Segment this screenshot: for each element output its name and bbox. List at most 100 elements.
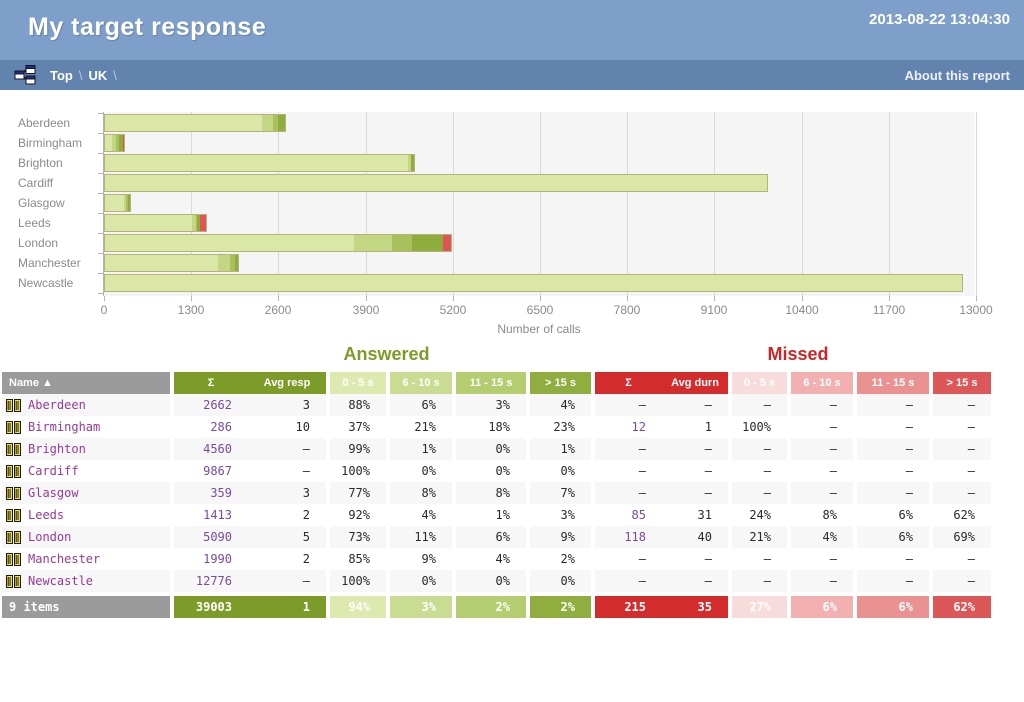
row-link-brighton[interactable]: Brighton: [28, 442, 86, 456]
chart-category-label: Aberdeen: [18, 116, 71, 130]
column-gap: [386, 526, 390, 548]
column-gap: [170, 460, 174, 482]
cell-a2: 3%: [456, 394, 526, 416]
row-link-glasgow[interactable]: Glasgow: [28, 486, 79, 500]
cell-m3: –: [933, 570, 991, 592]
column-header-a_avg: Avg resp: [248, 372, 326, 394]
cell-m0: –: [732, 438, 787, 460]
sum-link-a_sum[interactable]: 1990: [203, 552, 232, 566]
chart-gridline: [627, 112, 628, 296]
cell-a3: 0%: [530, 570, 591, 592]
y-axis-tick: [98, 173, 103, 174]
chart-gridline: [191, 112, 192, 296]
sum-link-m_sum[interactable]: 12: [631, 420, 646, 434]
row-link-newcastle[interactable]: Newcastle: [28, 574, 94, 588]
row-link-birmingham[interactable]: Birmingham: [28, 420, 101, 434]
column-gap: [591, 548, 595, 570]
cell-a_avg: 10: [248, 416, 326, 438]
column-gap: [853, 438, 857, 460]
about-report-link[interactable]: About this report: [904, 67, 1010, 83]
sum-link-a_sum[interactable]: 4560: [203, 442, 232, 456]
column-header-a3: > 15 s: [530, 372, 591, 394]
cell-a1: 4%: [390, 504, 452, 526]
column-gap: [787, 416, 791, 438]
row-link-london[interactable]: London: [28, 530, 72, 544]
cell-a_avg: 2: [248, 548, 326, 570]
sum-link-m_sum[interactable]: 85: [631, 508, 646, 522]
cell-a_avg: –: [248, 460, 326, 482]
chart-category-label: Brighton: [18, 156, 63, 170]
cell-a1: 0%: [390, 570, 452, 592]
column-gap: [787, 482, 791, 504]
row-link-leeds[interactable]: Leeds: [28, 508, 65, 522]
y-axis-tick: [98, 293, 103, 294]
sum-link-a_sum[interactable]: 12776: [195, 574, 232, 588]
cell-m_sum: –: [595, 482, 662, 504]
column-gap: [728, 460, 732, 482]
bar-segment->15s: [411, 155, 414, 171]
column-gap: [452, 482, 456, 504]
row-link-aberdeen[interactable]: Aberdeen: [28, 398, 86, 412]
row-link-cardiff[interactable]: Cardiff: [28, 464, 79, 478]
sum-link-a_sum[interactable]: 359: [210, 486, 232, 500]
cell-a0: 99%: [330, 438, 386, 460]
page-title: My target response: [28, 13, 267, 41]
row-link-manchester[interactable]: Manchester: [28, 552, 101, 566]
column-gap: [929, 416, 933, 438]
footer-item-count: 9 items: [2, 596, 170, 618]
chart-gridline: [976, 112, 977, 296]
bar-segment-6-10s: [124, 195, 126, 211]
cell-m3: –: [933, 416, 991, 438]
cell-a3: 2%: [530, 548, 591, 570]
chart-gridline: [889, 112, 890, 296]
y-axis-tick: [98, 253, 103, 254]
cell-a2: 4%: [456, 548, 526, 570]
name-cell: Aberdeen: [2, 394, 170, 416]
breadcrumb-link-uk[interactable]: UK: [88, 67, 108, 83]
column-gap: [591, 570, 595, 592]
column-header-m2: 11 - 15 s: [857, 372, 929, 394]
cell-m2: –: [857, 548, 929, 570]
column-gap: [929, 570, 933, 592]
cell-m0: 21%: [732, 526, 787, 548]
sitemap-icon: [14, 65, 36, 85]
bar-segment-11-15s: [392, 235, 412, 251]
cell-m_avg: 1: [662, 416, 728, 438]
x-axis-tick-label: 9100: [700, 303, 728, 317]
column-gap: [326, 416, 330, 438]
column-gap: [591, 438, 595, 460]
cell-m_sum: 85: [595, 504, 662, 526]
bar-segment-6-10s: [112, 135, 116, 151]
cell-a_sum: 359: [174, 482, 248, 504]
x-axis-tick-label: 10400: [785, 303, 819, 317]
sum-link-a_sum[interactable]: 286: [210, 420, 232, 434]
bar-segment-11-15s: [196, 215, 197, 231]
cell-a_avg: –: [248, 570, 326, 592]
sum-link-a_sum[interactable]: 1413: [203, 508, 232, 522]
column-gap: [853, 394, 857, 416]
column-gap: [386, 416, 390, 438]
sum-link-a_sum[interactable]: 2662: [203, 398, 232, 412]
x-axis-tick-label: 7800: [613, 303, 641, 317]
column-gap: [853, 482, 857, 504]
column-header-name[interactable]: Name ▲: [2, 372, 170, 394]
column-gap: [386, 504, 390, 526]
cell-a0: 92%: [330, 504, 386, 526]
breadcrumb-link-top[interactable]: Top: [50, 67, 73, 83]
column-gap: [452, 460, 456, 482]
column-gap: [929, 394, 933, 416]
sum-link-a_sum[interactable]: 9867: [203, 464, 232, 478]
sum-link-a_sum[interactable]: 5090: [203, 530, 232, 544]
bar-segment-0-5s: [105, 275, 962, 291]
chart-gridline: [714, 112, 715, 296]
table-group-titles: Answered Missed: [2, 342, 1024, 372]
cell-m3: –: [933, 482, 991, 504]
sum-link-m_sum[interactable]: 118: [624, 530, 646, 544]
site-icon: [6, 421, 21, 434]
x-axis-tick: [627, 296, 628, 301]
column-header-a_sum: Σ: [174, 372, 248, 394]
footer-cell-a_avg: 1: [248, 596, 326, 618]
x-axis-tick: [191, 296, 192, 301]
column-gap: [929, 482, 933, 504]
bar-segment-6-10s: [192, 215, 196, 231]
